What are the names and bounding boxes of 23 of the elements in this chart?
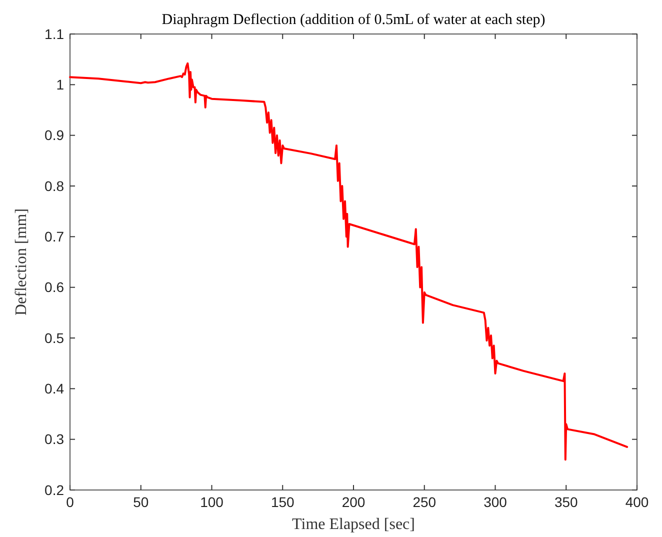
chart-title: Diaphragm Deflection (addition of 0.5mL of water at each step) xyxy=(162,12,546,28)
y-tick-label: 0.9 xyxy=(44,127,64,144)
y-tick-label: 0.5 xyxy=(44,330,64,346)
y-tick-label: 0.4 xyxy=(44,380,64,397)
x-tick-label: 0 xyxy=(66,494,74,510)
x-tick-label: 50 xyxy=(133,494,149,510)
x-tick-label: 400 xyxy=(625,494,649,510)
x-tick-label: 100 xyxy=(200,494,224,510)
x-tick-label: 200 xyxy=(342,494,366,510)
y-tick-label: 1 xyxy=(56,76,64,93)
line-series xyxy=(69,62,628,461)
x-axis-title: Time Elapsed [sec] xyxy=(292,516,415,533)
y-tick-label: 0.8 xyxy=(44,178,64,194)
y-tick-label: 1.1 xyxy=(44,26,64,42)
y-tick-label: 0.6 xyxy=(44,279,64,296)
x-tick-label: 250 xyxy=(412,494,436,510)
y-tick-label: 0.2 xyxy=(44,482,64,498)
x-tick-label: 350 xyxy=(554,494,578,510)
x-tick-label: 300 xyxy=(484,494,508,510)
x-tick-label: 150 xyxy=(270,494,295,510)
y-tick-label: 0.3 xyxy=(44,431,64,448)
y-axis-title: Deflection [mm] xyxy=(13,208,30,316)
y-tick-label: 0.7 xyxy=(44,228,64,245)
